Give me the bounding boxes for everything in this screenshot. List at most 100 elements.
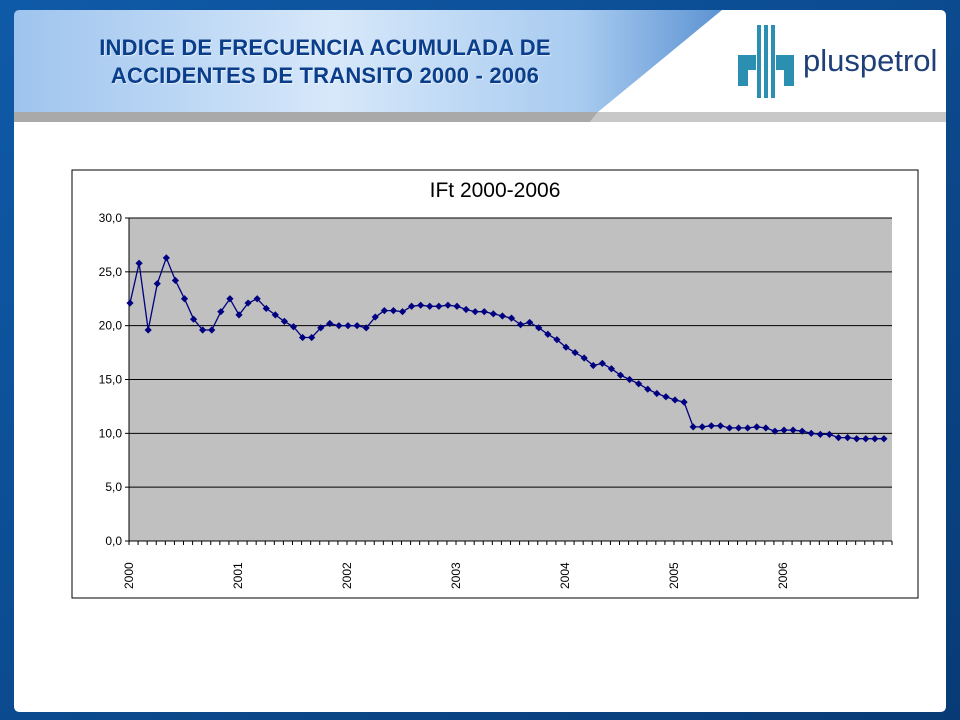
data-point-marker (398, 308, 407, 316)
axes (128, 218, 893, 545)
data-point-marker (489, 310, 497, 318)
data-point-marker (544, 330, 552, 338)
data-point-marker (462, 305, 470, 314)
data-point-marker (444, 301, 452, 309)
data-point-marker (762, 424, 770, 432)
gridlines (125, 217, 892, 542)
y-tick-label: 0,0 (105, 534, 122, 548)
data-point-marker (680, 398, 688, 406)
series-ift (126, 254, 888, 443)
y-tick-label: 20,0 (99, 319, 123, 333)
data-point-marker (371, 313, 379, 321)
data-point-marker (526, 318, 534, 327)
y-tick-label: 15,0 (99, 373, 123, 387)
data-point-marker (217, 308, 225, 316)
data-point-marker (317, 324, 325, 332)
data-point-marker (798, 427, 806, 435)
data-point-marker (725, 424, 734, 432)
data-point-marker (253, 295, 261, 303)
data-point-marker (308, 333, 316, 342)
data-point-marker (853, 435, 861, 443)
data-point-marker (862, 435, 870, 443)
data-point-marker (353, 322, 361, 330)
data-point-marker (380, 306, 388, 315)
y-tick-label: 5,0 (105, 480, 122, 494)
data-point-marker (516, 320, 525, 329)
data-point-marker (807, 429, 815, 437)
data-point-marker (144, 326, 152, 334)
data-point-marker (589, 361, 597, 370)
data-point-marker (262, 304, 270, 313)
x-axis-tick-labels: 2000 2001 2002 2003 2004 2005 2006 (122, 562, 790, 589)
data-point-marker (335, 322, 343, 330)
data-point-marker (753, 423, 761, 431)
data-point-marker (635, 380, 643, 388)
data-point-marker (326, 319, 334, 328)
data-point-marker (716, 422, 725, 430)
data-point-marker (744, 424, 752, 432)
data-point-marker (562, 343, 570, 351)
data-point-marker (843, 434, 852, 442)
data-point-marker (244, 299, 252, 307)
data-point-marker (126, 299, 134, 307)
data-point-marker (362, 324, 370, 332)
brand-name: pluspetrol (803, 43, 938, 78)
data-point-marker (471, 308, 479, 316)
data-point-marker (671, 396, 679, 404)
data-point-marker (734, 424, 743, 432)
y-axis-tick-labels: 30,0 25,0 20,0 15,0 10,0 5,0 0,0 (99, 211, 123, 548)
data-point-marker (426, 302, 434, 310)
y-tick-label: 30,0 (99, 211, 123, 225)
data-point-marker (789, 426, 797, 434)
slide-title-line-2: ACCIDENTES DE TRANSITO 2000 - 2006 (110, 63, 540, 88)
title-banner (14, 10, 722, 112)
header-stripe-left (14, 112, 598, 122)
data-point-marker (598, 359, 606, 367)
data-point-marker (607, 365, 616, 373)
data-point-marker (189, 315, 198, 323)
data-point-marker (780, 426, 788, 434)
y-tick-label: 25,0 (99, 265, 123, 279)
data-point-marker (616, 371, 625, 379)
x-tick-label: 2002 (340, 562, 354, 589)
data-point-marker (298, 333, 307, 342)
data-point-marker (880, 435, 888, 443)
data-point-marker (135, 259, 143, 267)
data-point-marker (199, 326, 207, 334)
data-point-marker (816, 430, 824, 439)
data-point-marker (625, 375, 634, 384)
data-point-marker (535, 324, 543, 332)
data-point-marker (871, 435, 879, 443)
slide-title-line-1: INDICE DE FRECUENCIA ACUMULADA DE (99, 35, 551, 60)
data-point-marker (553, 336, 561, 344)
data-point-marker (271, 311, 279, 319)
data-point-marker (226, 295, 234, 303)
data-point-marker (389, 306, 398, 315)
pluspetrol-logo-icon (738, 25, 794, 98)
data-point-marker (580, 354, 588, 362)
data-point-marker (698, 423, 706, 431)
data-point-marker (480, 308, 488, 316)
data-point-marker (707, 422, 715, 430)
data-point-marker (435, 302, 443, 310)
x-tick-label: 2004 (558, 562, 572, 589)
data-point-marker (208, 326, 216, 334)
data-point-marker (417, 301, 425, 309)
data-point-marker (653, 389, 661, 398)
x-tick-label: 2006 (776, 562, 790, 589)
data-point-marker (771, 427, 779, 435)
data-point-marker (344, 322, 352, 330)
data-point-marker (280, 317, 289, 325)
data-point-marker (507, 314, 516, 322)
data-point-marker (153, 280, 161, 288)
slide-title: INDICE DE FRECUENCIA ACUMULADA DE ACCIDE… (40, 34, 610, 90)
data-point-marker (825, 430, 834, 439)
x-tick-label: 2005 (667, 562, 681, 589)
data-point-marker (235, 311, 243, 319)
data-point-marker (180, 295, 189, 303)
data-point-marker (498, 312, 507, 320)
data-point-marker (834, 434, 843, 442)
data-point-marker (289, 323, 298, 331)
data-point-marker (407, 302, 416, 310)
